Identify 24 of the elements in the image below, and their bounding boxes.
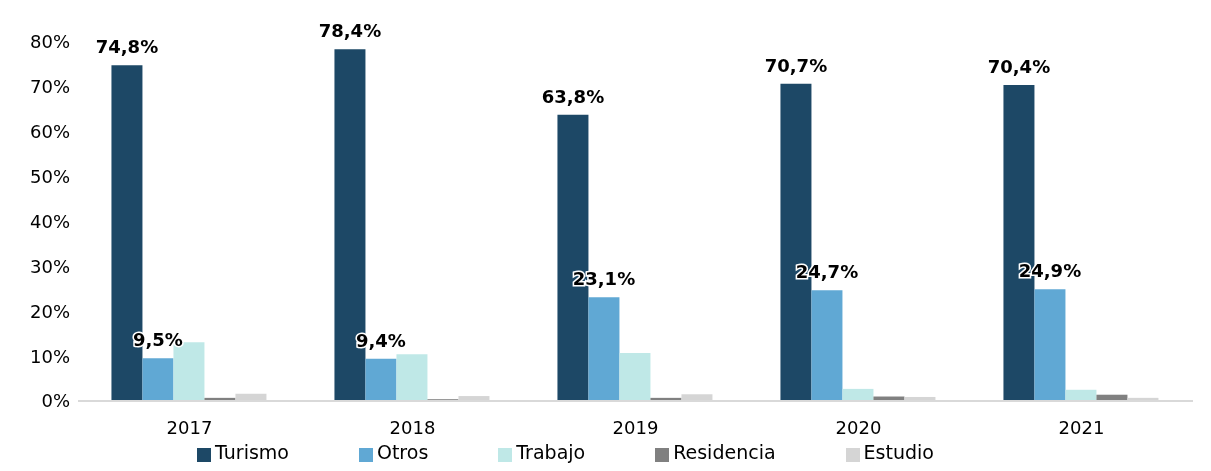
y-tick-label: 70% <box>29 76 70 98</box>
legend-label: Estudio <box>863 441 934 463</box>
data-label: 70,4% <box>987 56 1051 78</box>
x-tick-label: 2020 <box>835 416 882 438</box>
x-tick-label: 2019 <box>612 416 659 438</box>
x-tick-label: 2021 <box>1058 416 1105 438</box>
y-tick-label: 0% <box>41 390 70 412</box>
x-tick-label: 2018 <box>389 416 436 438</box>
legend-label: Trabajo <box>516 441 586 463</box>
y-tick-label: 20% <box>29 300 70 322</box>
data-label: 78,4% <box>318 20 382 42</box>
y-tick-label: 80% <box>29 31 70 53</box>
legend-label: Otros <box>376 441 429 463</box>
y-tick-label: 10% <box>29 345 70 367</box>
x-tick-label: 2017 <box>166 416 213 438</box>
legend-label: Residencia <box>673 441 776 463</box>
y-tick-label: 60% <box>29 121 70 143</box>
data-label: 63,8% <box>541 85 605 107</box>
y-tick-label: 30% <box>29 255 70 277</box>
legend-label: Turismo <box>215 441 289 463</box>
y-tick-label: 50% <box>29 166 70 188</box>
data-label: 74,8% <box>95 36 159 58</box>
data-label: 70,7% <box>764 54 828 76</box>
y-tick-label: 40% <box>29 210 70 232</box>
